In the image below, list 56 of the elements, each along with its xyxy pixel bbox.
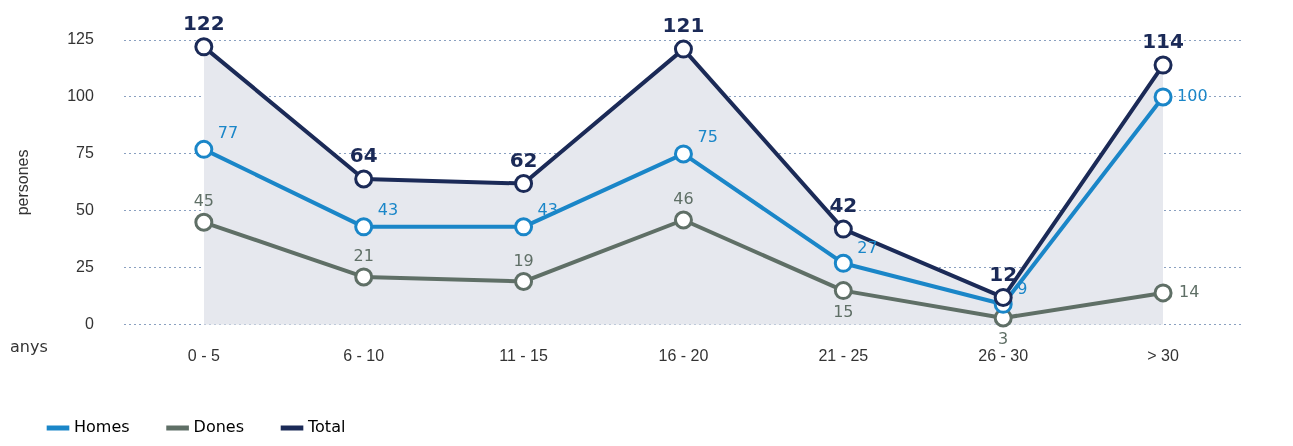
data-label: 15 <box>833 301 854 321</box>
point <box>194 139 214 159</box>
point <box>514 272 534 292</box>
x-tick-label: 26 - 30 <box>978 346 1029 364</box>
x-tick-label: 0 - 5 <box>187 346 220 364</box>
point <box>833 281 853 301</box>
point <box>354 169 374 189</box>
data-label: 77 <box>217 122 239 142</box>
point <box>833 219 853 239</box>
x-tick-label: 21 - 25 <box>818 346 869 364</box>
legend-label: Dones <box>193 417 245 437</box>
data-label: 21 <box>353 246 374 266</box>
point <box>514 174 534 194</box>
x-tick-label: 11 - 15 <box>499 346 548 364</box>
x-axis-title: anys <box>10 336 48 356</box>
data-label: 62 <box>509 147 538 172</box>
point <box>673 39 693 59</box>
data-label: 121 <box>662 13 705 38</box>
y-tick-label: 100 <box>67 87 94 105</box>
y-axis-title: persones <box>14 149 32 216</box>
point <box>354 217 374 237</box>
data-label: 114 <box>1142 29 1184 54</box>
data-label: 122 <box>182 11 225 36</box>
data-label: 27 <box>857 238 878 258</box>
data-label: 42 <box>829 193 858 218</box>
x-tick-label: > 30 <box>1147 346 1179 364</box>
data-label: 43 <box>377 199 399 219</box>
data-label: 75 <box>697 127 718 147</box>
data-label: 45 <box>193 191 215 211</box>
y-tick-label: 0 <box>84 315 94 333</box>
point <box>673 210 693 230</box>
point <box>993 287 1013 307</box>
data-label: 100 <box>1177 86 1208 106</box>
point <box>194 212 214 232</box>
y-tick-label: 75 <box>76 144 94 162</box>
point <box>1153 55 1173 75</box>
x-tick-label: 6 - 10 <box>343 346 385 364</box>
data-label: 19 <box>513 250 534 270</box>
point <box>194 37 214 57</box>
data-label: 3 <box>998 329 1009 349</box>
y-tick-label: 50 <box>76 201 94 219</box>
data-label: 14 <box>1179 282 1200 302</box>
point <box>673 144 693 164</box>
point <box>1153 283 1173 303</box>
point <box>833 253 853 273</box>
data-label: 64 <box>349 143 378 168</box>
point <box>354 267 374 287</box>
x-tick-label: 16 - 20 <box>658 346 709 364</box>
point <box>1153 87 1173 107</box>
legend-label: Total <box>307 417 346 437</box>
data-label: 12 <box>989 261 1018 286</box>
y-tick-label: 25 <box>76 258 94 276</box>
data-label: 46 <box>673 189 694 209</box>
legend-label: Homes <box>74 417 130 437</box>
point <box>514 217 534 237</box>
y-tick-label: 125 <box>67 30 94 48</box>
